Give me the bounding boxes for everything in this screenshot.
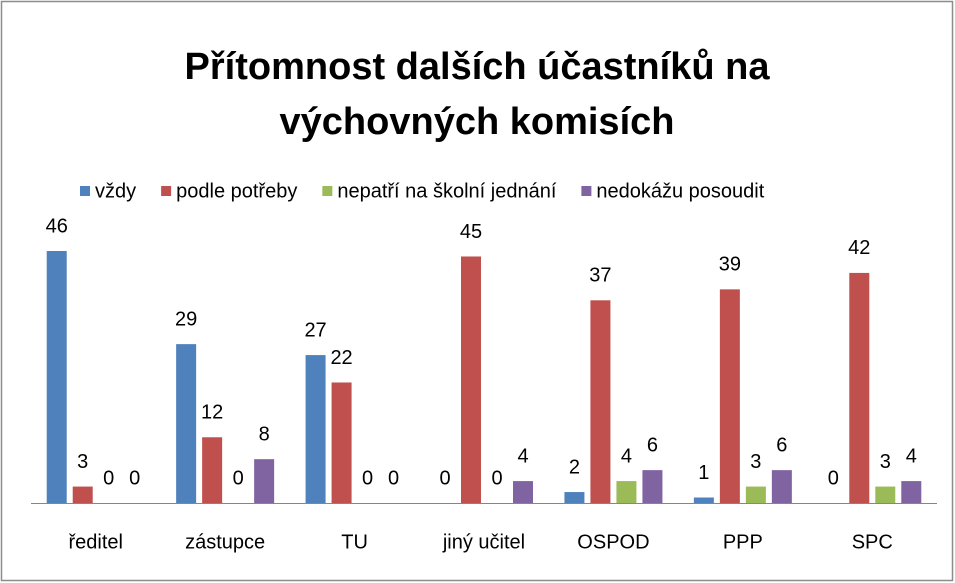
data-label: 0 (828, 467, 839, 489)
data-label: 46 (46, 215, 68, 237)
data-label: 0 (491, 467, 502, 489)
bar (564, 492, 585, 503)
bar (331, 382, 352, 503)
data-label: 0 (439, 467, 450, 489)
data-label: 6 (776, 434, 787, 456)
x-tick-label: TU (341, 531, 368, 553)
data-label: 39 (719, 254, 741, 276)
x-tick-label: PPP (723, 531, 763, 553)
x-tick-label: ředitel (68, 531, 122, 553)
x-tick-label: jiný učitel (442, 531, 525, 553)
data-label: 1 (698, 462, 709, 484)
bar (693, 497, 714, 503)
data-label: 45 (460, 221, 482, 243)
bar (590, 300, 611, 503)
legend-swatch (322, 186, 333, 196)
data-label: 3 (750, 451, 761, 473)
data-label: 4 (517, 445, 528, 467)
bar (642, 470, 663, 503)
data-label: 0 (233, 467, 244, 489)
legend-swatch (161, 186, 172, 196)
data-label: 22 (330, 347, 352, 369)
legend-label: nepatří na školní jednání (337, 180, 556, 202)
legend-label: vždy (95, 180, 136, 202)
data-label: 3 (880, 451, 891, 473)
data-label: 0 (129, 467, 140, 489)
data-label: 2 (569, 456, 580, 478)
data-label: 27 (304, 319, 326, 341)
data-label: 12 (201, 402, 223, 424)
x-tick-label: OSPOD (577, 531, 649, 553)
bar (46, 251, 67, 503)
x-tick-label: zástupce (185, 531, 265, 553)
bar (305, 355, 326, 503)
data-label: 4 (621, 445, 632, 467)
data-label: 29 (175, 308, 197, 330)
legend-label: nedokážu posoudit (596, 180, 764, 202)
chart-title: Přítomnost dalších účastníků na výchovný… (184, 46, 770, 143)
bar (901, 481, 922, 503)
legend-swatch (80, 186, 90, 196)
bar (254, 459, 275, 503)
bar (72, 486, 93, 503)
bar (875, 486, 896, 503)
bar (202, 437, 223, 503)
legend-label: podle potřeby (176, 180, 297, 202)
bar (719, 289, 740, 503)
data-label: 0 (362, 467, 373, 489)
data-label: 0 (388, 467, 399, 489)
data-label: 42 (848, 237, 870, 259)
data-label: 4 (906, 445, 917, 467)
legend-swatch (581, 186, 592, 196)
bar (513, 481, 533, 503)
x-tick-label: SPC (852, 531, 893, 553)
data-label: 8 (259, 423, 270, 445)
bar (771, 470, 792, 503)
bar (616, 481, 637, 503)
data-label: 6 (647, 434, 658, 456)
data-label: 3 (77, 451, 88, 473)
data-label: 0 (103, 467, 114, 489)
bar (849, 272, 870, 503)
bar (176, 344, 197, 503)
data-label: 37 (589, 265, 611, 287)
bar (461, 256, 481, 503)
bar (745, 486, 766, 503)
